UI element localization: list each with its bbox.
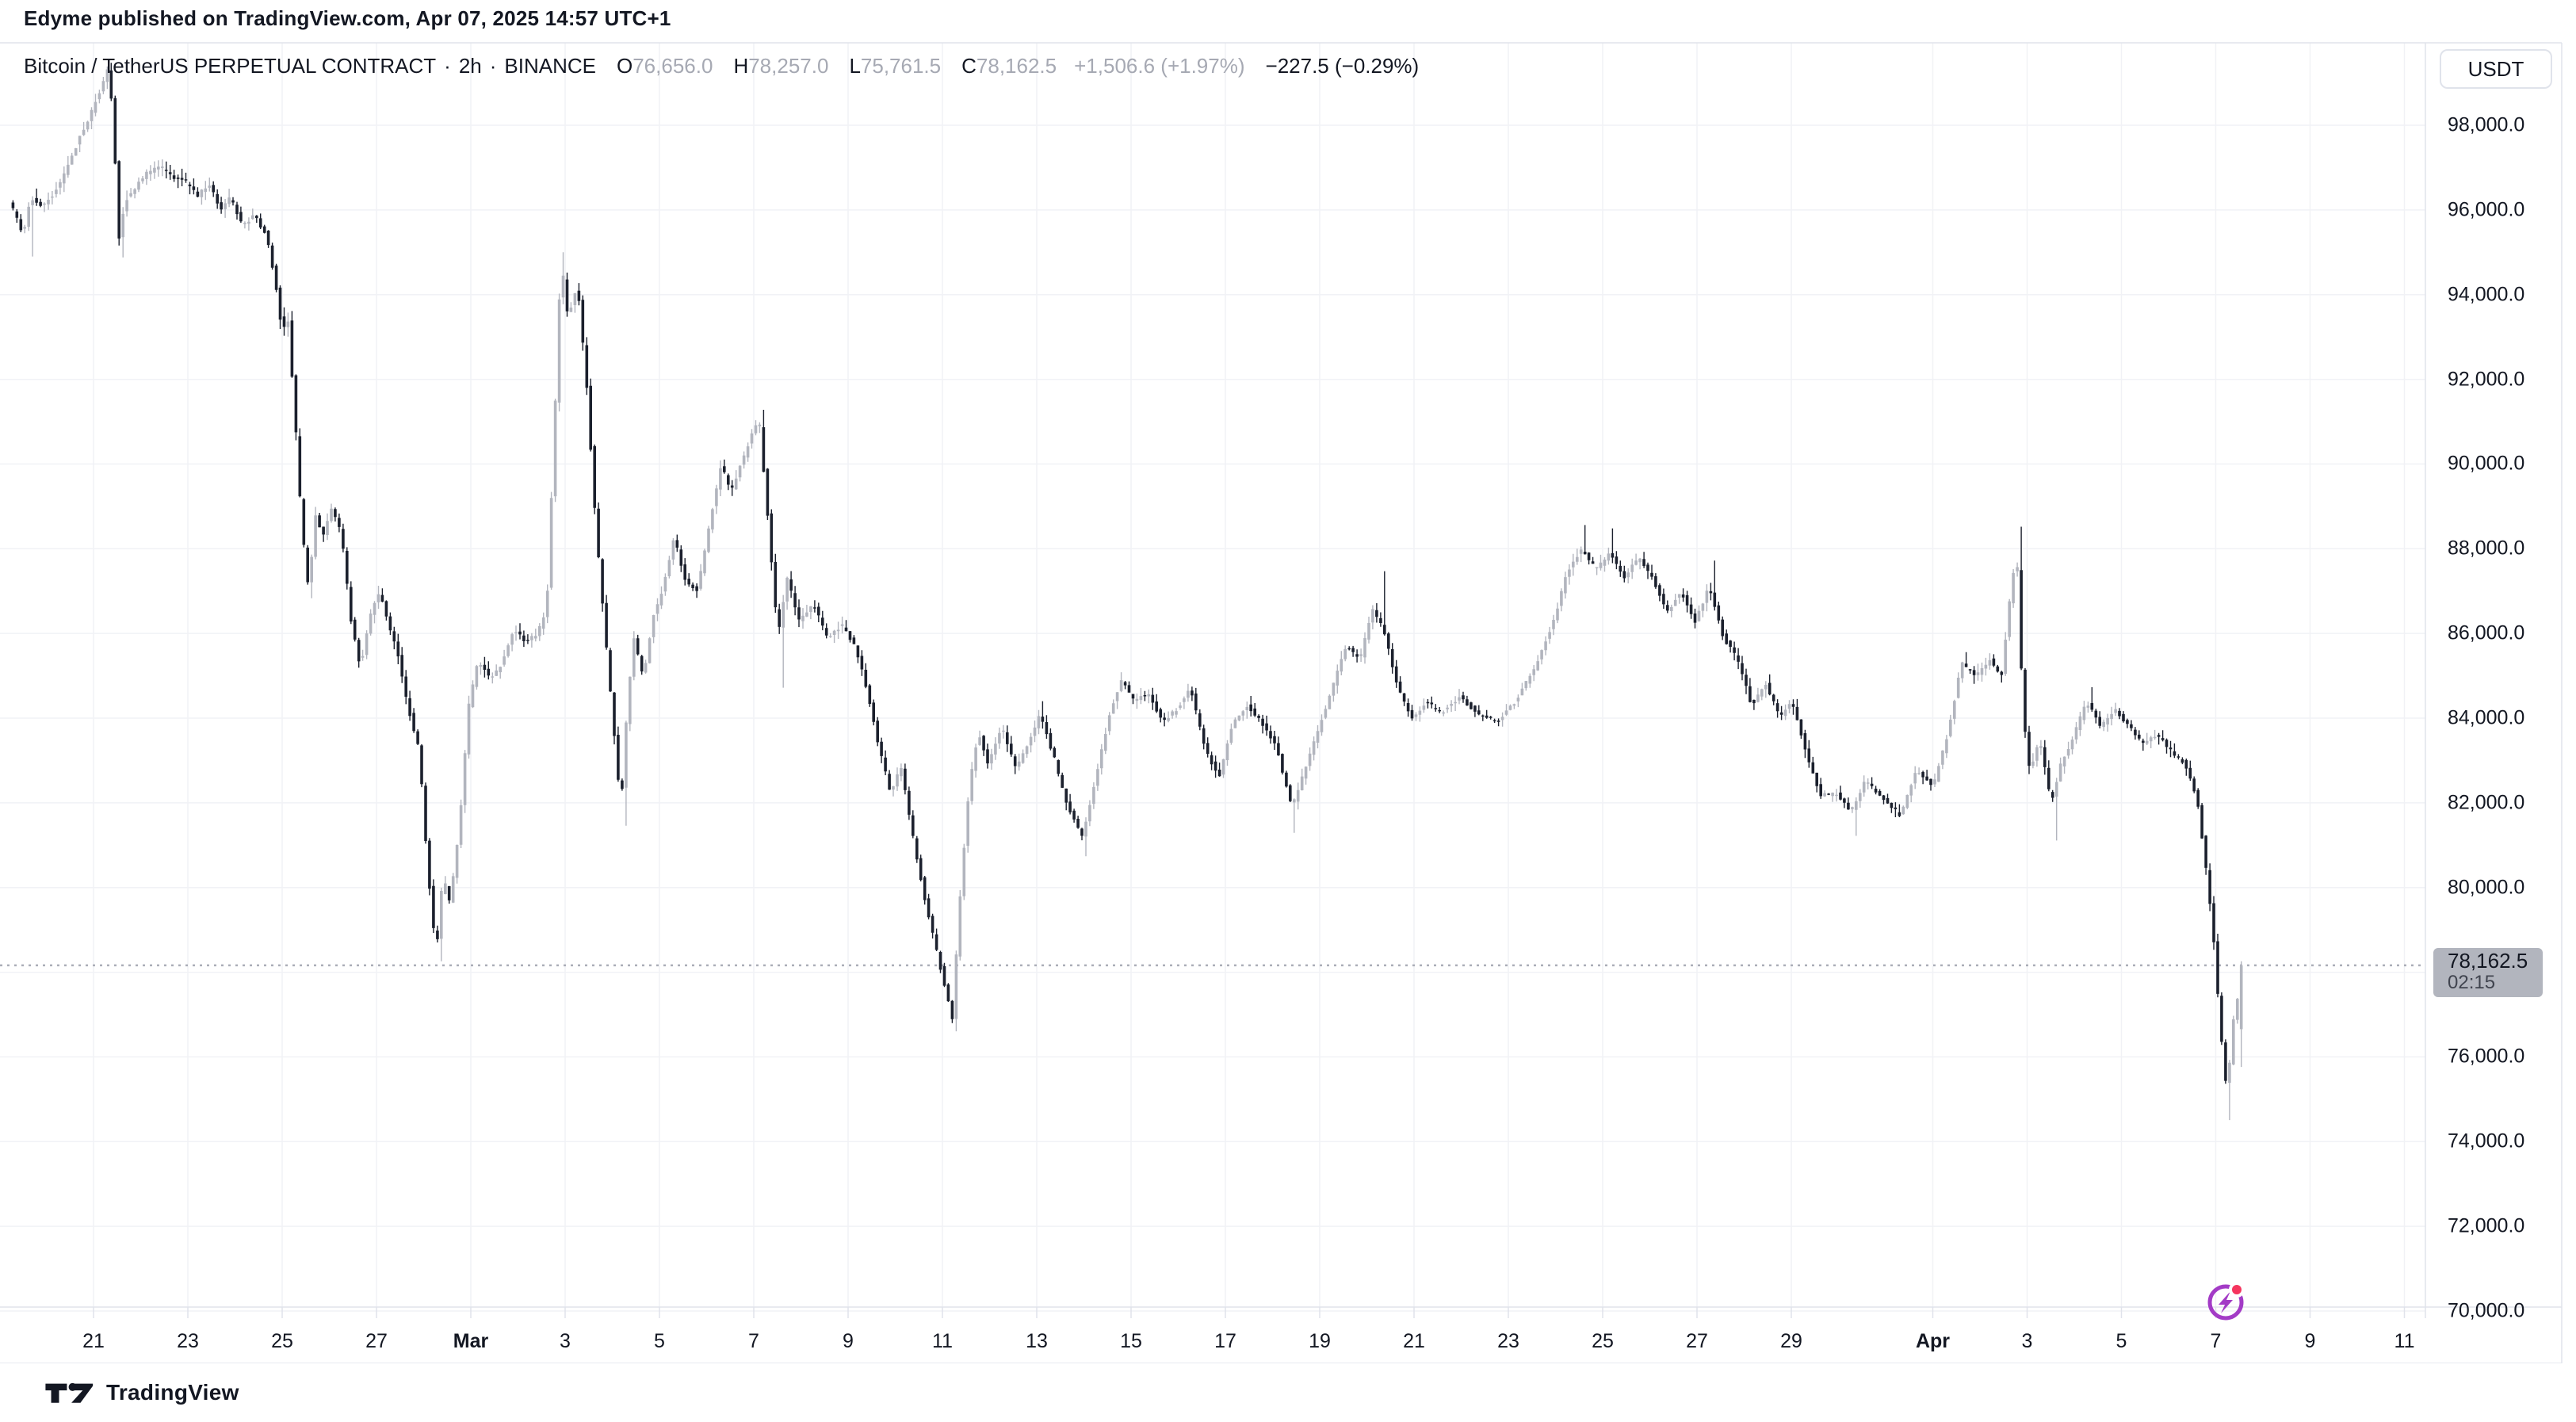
price-axis-label: 96,000.0 [2448, 198, 2525, 221]
event-marker-icon[interactable] [2207, 1282, 2245, 1321]
time-axis-label: 21 [1403, 1330, 1425, 1352]
time-axis-label: 27 [1686, 1330, 1708, 1352]
price-axis-label: 88,000.0 [2448, 537, 2525, 560]
price-axis-label: 70,000.0 [2448, 1299, 2525, 1322]
time-axis-label: 21 [82, 1330, 105, 1352]
day-change: −227.5 (−0.29%) [1265, 54, 1420, 78]
price-axis-label: 86,000.0 [2448, 621, 2525, 644]
ohlc-low: L75,761.5 [849, 54, 942, 78]
interval-label[interactable]: 2h [458, 54, 482, 78]
session-change: +1,506.6 (+1.97%) [1074, 54, 1245, 78]
time-axis-label: 13 [1026, 1330, 1048, 1352]
ohlc-open: O76,656.0 [616, 54, 713, 78]
time-axis-label: 7 [2210, 1330, 2222, 1352]
currency-toggle-button[interactable]: USDT [2440, 49, 2552, 89]
last-price-badge: 78,162.5 02:15 [2433, 948, 2543, 997]
time-axis-label: 3 [560, 1330, 571, 1352]
time-axis-label: 15 [1120, 1330, 1142, 1352]
time-axis-label: Mar [453, 1330, 489, 1352]
time-axis-label: 25 [271, 1330, 293, 1352]
ohlc-high: H78,257.0 [733, 54, 829, 78]
time-axis-label: Apr [1915, 1330, 1951, 1352]
attribution-text: Edyme published on TradingView.com, Apr … [24, 6, 671, 30]
event-red-dot [2229, 1282, 2245, 1298]
price-axis-label: 72,000.0 [2448, 1214, 2525, 1237]
price-axis-label: 98,000.0 [2448, 113, 2525, 136]
footer-bar: TradingView [0, 1363, 2562, 1422]
price-axis-label: 80,000.0 [2448, 876, 2525, 899]
time-axis-label: 11 [932, 1330, 953, 1352]
tradingview-logo-icon[interactable] [44, 1380, 95, 1405]
time-axis-label: 25 [1592, 1330, 1614, 1352]
candle-bodies-down [11, 70, 2227, 1081]
time-axis-label: 23 [1497, 1330, 1519, 1352]
time-axis-label: 29 [1780, 1330, 1802, 1352]
time-axis-label: 9 [843, 1330, 854, 1352]
candle-bodies-up [23, 69, 2243, 1083]
tradingview-brand-text[interactable]: TradingView [106, 1380, 239, 1405]
legend-separator: · [489, 54, 497, 78]
time-axis-label: 27 [365, 1330, 388, 1352]
legend-separator: · [444, 54, 451, 78]
time-axis-label: 7 [748, 1330, 759, 1352]
lightning-bolt-icon [2219, 1291, 2233, 1313]
exchange-label[interactable]: BINANCE [504, 54, 596, 78]
time-axis-label: 23 [177, 1330, 199, 1352]
price-axis-label: 74,000.0 [2448, 1130, 2525, 1153]
ohlc-close: C78,162.5 [961, 54, 1057, 78]
price-axis-label: 76,000.0 [2448, 1045, 2525, 1068]
candle-wicks-up [24, 66, 2242, 1121]
last-price-value: 78,162.5 [2448, 949, 2528, 973]
candle-wicks-down [12, 63, 2226, 1084]
price-axis-label: 82,000.0 [2448, 791, 2525, 814]
chart-legend: Bitcoin / TetherUS PERPETUAL CONTRACT · … [24, 54, 1419, 78]
time-axis-label: 19 [1309, 1330, 1331, 1352]
price-axis-label: 94,000.0 [2448, 283, 2525, 306]
price-axis-label: 90,000.0 [2448, 452, 2525, 475]
time-axis-label: 3 [2021, 1330, 2033, 1352]
symbol-title[interactable]: Bitcoin / TetherUS PERPETUAL CONTRACT [24, 54, 437, 78]
price-axis-label: 92,000.0 [2448, 368, 2525, 391]
event-circle [2207, 1284, 2244, 1321]
time-axis-label: 11 [2394, 1330, 2415, 1352]
time-axis-label: 5 [2115, 1330, 2127, 1352]
time-axis-label: 5 [654, 1330, 665, 1352]
time-axis-label: 9 [2304, 1330, 2316, 1352]
time-axis-label: 17 [1214, 1330, 1236, 1352]
candle-countdown: 02:15 [2448, 972, 2496, 994]
price-axis-label: 84,000.0 [2448, 706, 2525, 729]
